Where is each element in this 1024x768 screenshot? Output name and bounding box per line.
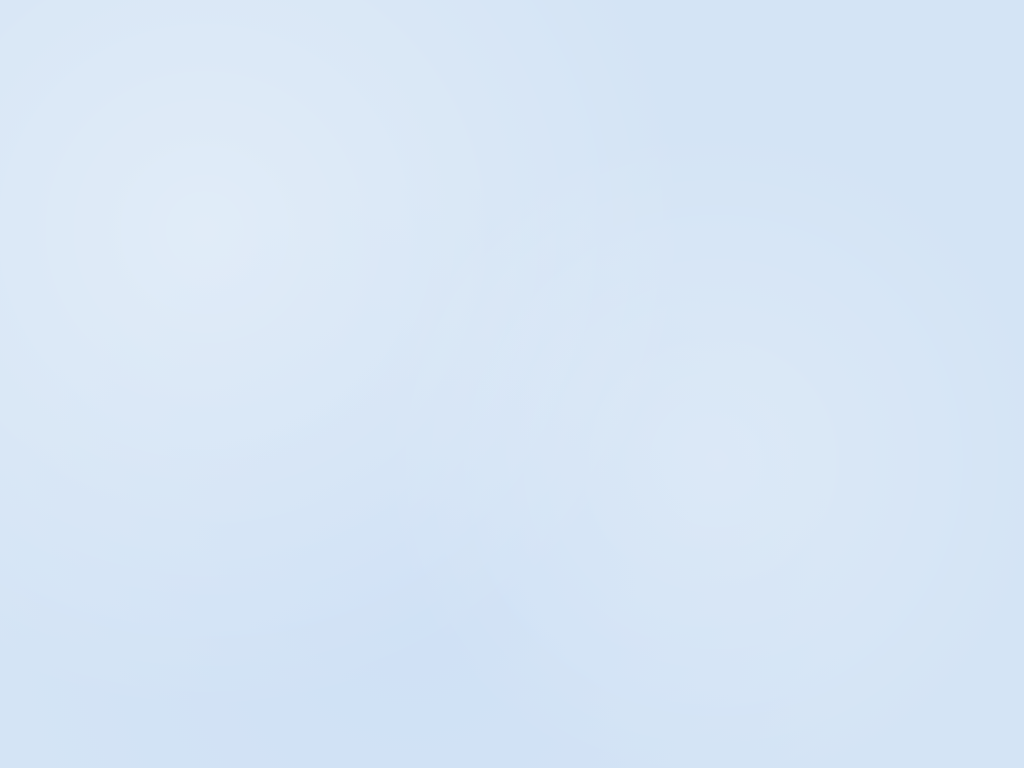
slide-container <box>0 0 1024 768</box>
diagram-column <box>55 98 365 598</box>
steps-column <box>395 98 969 598</box>
content-row <box>55 98 969 598</box>
geometry-diagram <box>55 98 365 598</box>
